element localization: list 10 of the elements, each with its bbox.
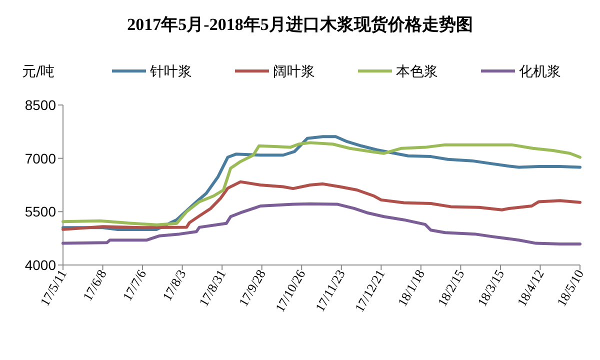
y-axis-title: 元/吨 bbox=[22, 64, 55, 80]
y-tick-label: 7000 bbox=[24, 150, 56, 166]
y-tick-label: 5500 bbox=[24, 204, 56, 220]
y-tick-label: 8500 bbox=[24, 97, 56, 113]
legend-label: 针叶浆 bbox=[149, 64, 192, 80]
legend-label: 阔叶浆 bbox=[273, 64, 315, 80]
chart-title: 2017年5月-2018年5月进口木浆现货价格走势图 bbox=[127, 15, 473, 34]
legend-label: 本色浆 bbox=[396, 64, 438, 80]
y-tick-label: 4000 bbox=[24, 257, 56, 273]
legend-label: 化机浆 bbox=[519, 64, 561, 80]
